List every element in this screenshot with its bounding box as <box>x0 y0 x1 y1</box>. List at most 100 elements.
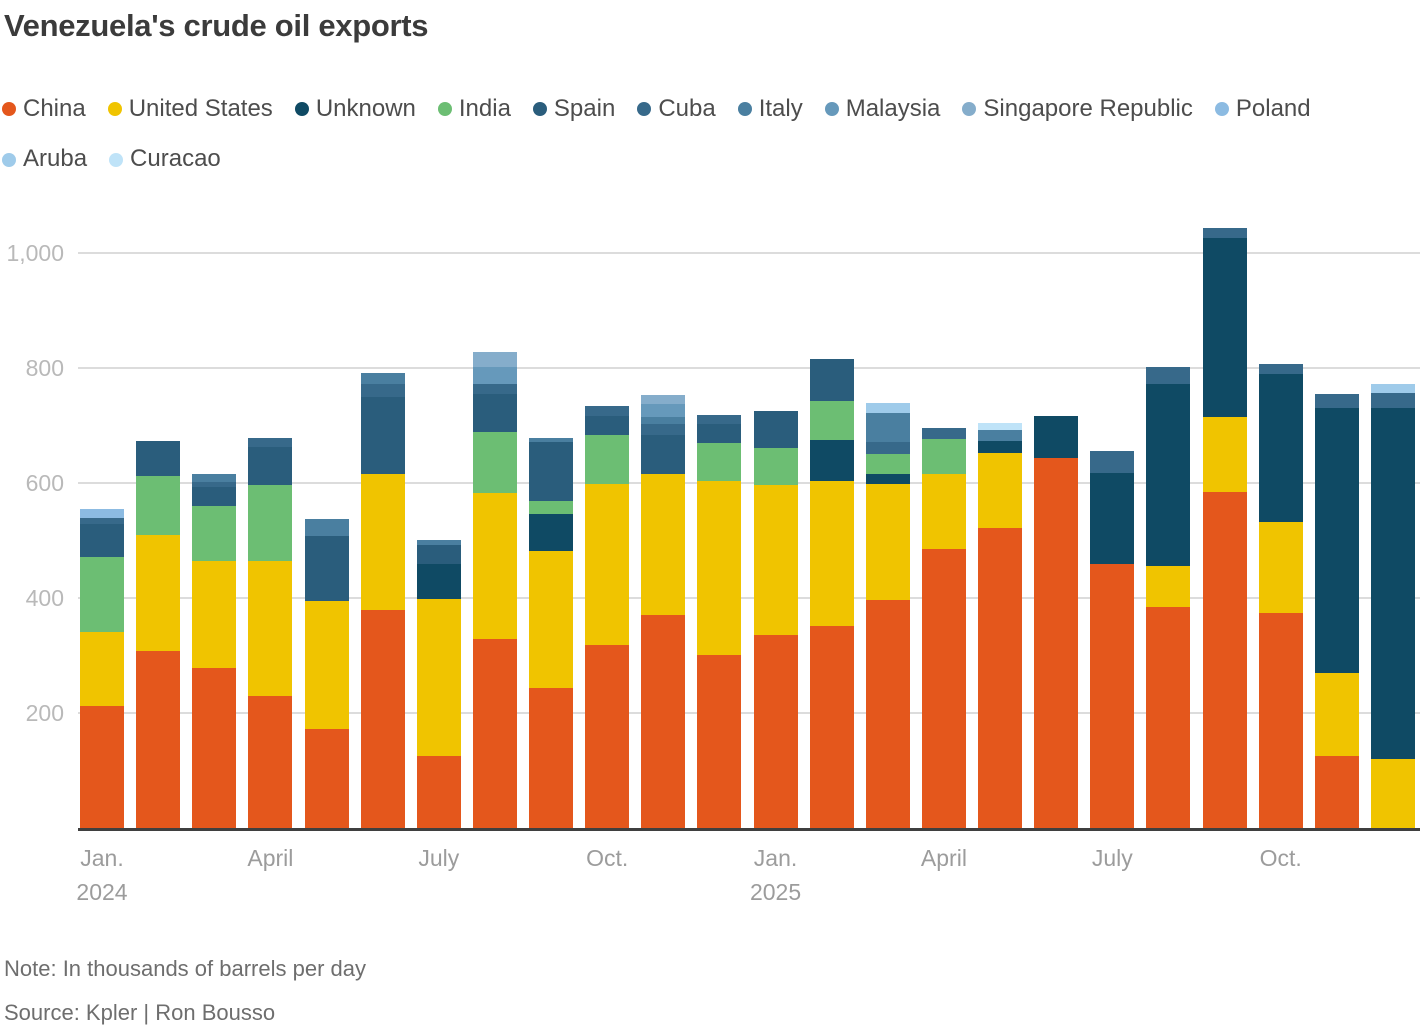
legend-swatch-icon <box>109 152 124 167</box>
bar-segment <box>1370 393 1415 409</box>
bar-segment <box>1258 522 1303 613</box>
chart-title: Venezuela's crude oil exports <box>4 8 429 43</box>
legend-item-china: China <box>2 95 86 122</box>
legend-label: Cuba <box>658 95 716 122</box>
bar-segment <box>529 514 574 551</box>
bar-segment <box>921 427 966 439</box>
legend-item-aruba: Aruba <box>2 145 87 172</box>
legend-swatch-icon <box>637 102 652 117</box>
y-axis-tick-label: 400 <box>25 585 64 611</box>
legend-swatch-icon <box>532 102 547 117</box>
x-axis-line <box>78 828 1420 831</box>
bar-segment <box>80 557 124 632</box>
x-axis-tick-label: April <box>247 845 294 871</box>
bar-segment <box>248 485 293 561</box>
bar-segment <box>1258 373 1303 523</box>
gridline <box>78 482 1420 484</box>
bar-segment <box>136 651 181 828</box>
bar-segment <box>978 430 1023 442</box>
bar-segment <box>80 523 124 558</box>
x-axis-tick-label: Jan. <box>753 845 798 871</box>
bar-segment <box>1146 383 1191 566</box>
bar-segment <box>1034 415 1079 459</box>
bar-segment <box>809 400 854 440</box>
bar-segment <box>136 441 181 476</box>
legend-item-malaysia: Malaysia <box>824 95 941 122</box>
bar-segment <box>1370 759 1415 828</box>
x-axis-tick-label: April <box>920 845 967 871</box>
legend-swatch-icon <box>962 102 977 117</box>
bar-segment <box>865 441 910 454</box>
legend-swatch-icon <box>437 102 452 117</box>
x-axis-tick-label: Oct. <box>586 845 629 871</box>
bar-segment <box>641 435 686 474</box>
bar-segment <box>978 528 1023 828</box>
bar-segment <box>248 560 293 696</box>
bar-segment <box>1370 408 1415 759</box>
legend-item-singapore-republic: Singapore Republic <box>962 95 1193 122</box>
bar-segment <box>697 424 742 444</box>
x-axis-tick-label: July <box>418 845 460 871</box>
legend-label: Curacao <box>130 145 221 173</box>
bar-segment <box>753 635 798 828</box>
legend-label: United States <box>128 95 273 122</box>
x-axis-tick-label: Oct. <box>1259 845 1302 871</box>
bar-segment <box>248 446 293 486</box>
bar-segment <box>472 431 517 493</box>
legend-label: China <box>23 95 86 122</box>
bar-segment <box>921 549 966 828</box>
bar-segment <box>865 483 910 600</box>
bar-segment <box>80 518 124 524</box>
bar-segment <box>585 645 630 828</box>
bar-segment <box>360 373 405 384</box>
bar-segment <box>360 610 405 828</box>
bar-segment <box>1034 458 1079 828</box>
bar-segment <box>248 695 293 828</box>
bar-segment <box>1258 612 1303 828</box>
bar-segment <box>1146 367 1191 384</box>
bar-segment <box>304 600 349 729</box>
legend-label: Malaysia <box>845 95 941 122</box>
gridline <box>78 252 1420 254</box>
gridline <box>78 597 1420 599</box>
bar-segment <box>1090 473 1135 565</box>
bar-segment <box>1202 238 1247 417</box>
source-text: Source: Kpler | Ron Bousso <box>4 1000 276 1025</box>
bar-segment <box>472 352 517 367</box>
legend-label: Italy <box>758 95 803 122</box>
bar-segment <box>1314 408 1359 673</box>
bar-segment <box>529 501 574 515</box>
legend-swatch-icon <box>1214 102 1229 117</box>
bar-segment <box>472 639 517 828</box>
bar-segment <box>978 422 1023 431</box>
legend-item-italy: Italy <box>737 95 803 122</box>
bar-segment <box>809 626 854 828</box>
legend-swatch-icon <box>294 102 309 117</box>
bar-segment <box>248 438 293 447</box>
bar-segment <box>753 410 798 448</box>
bar-segment <box>192 668 237 828</box>
bar-segment <box>1202 416 1247 493</box>
bar-segment <box>1314 756 1359 828</box>
bar-segment <box>921 473 966 550</box>
bar-segment <box>80 508 124 519</box>
bar-segment <box>1314 672 1359 757</box>
bar-segment <box>472 394 517 432</box>
bar-segment <box>192 487 237 506</box>
gridline <box>78 712 1420 714</box>
legend-swatch-icon <box>107 102 122 117</box>
gridline <box>78 367 1420 369</box>
bar-segment <box>753 447 798 485</box>
bar-segment <box>697 481 742 655</box>
bar-segment <box>1314 393 1359 409</box>
legend-swatch-icon <box>2 102 16 117</box>
bar-segment <box>304 519 349 537</box>
legend-label: Poland <box>1235 95 1311 122</box>
bar-segment <box>192 473 237 483</box>
bar-segment <box>1146 607 1191 828</box>
x-axis-tick-label: Jan. <box>80 845 124 871</box>
bar-segment <box>697 654 742 828</box>
y-axis-tick-label: 800 <box>25 355 64 381</box>
bar-segment <box>641 424 686 436</box>
bar-segment <box>416 564 461 599</box>
